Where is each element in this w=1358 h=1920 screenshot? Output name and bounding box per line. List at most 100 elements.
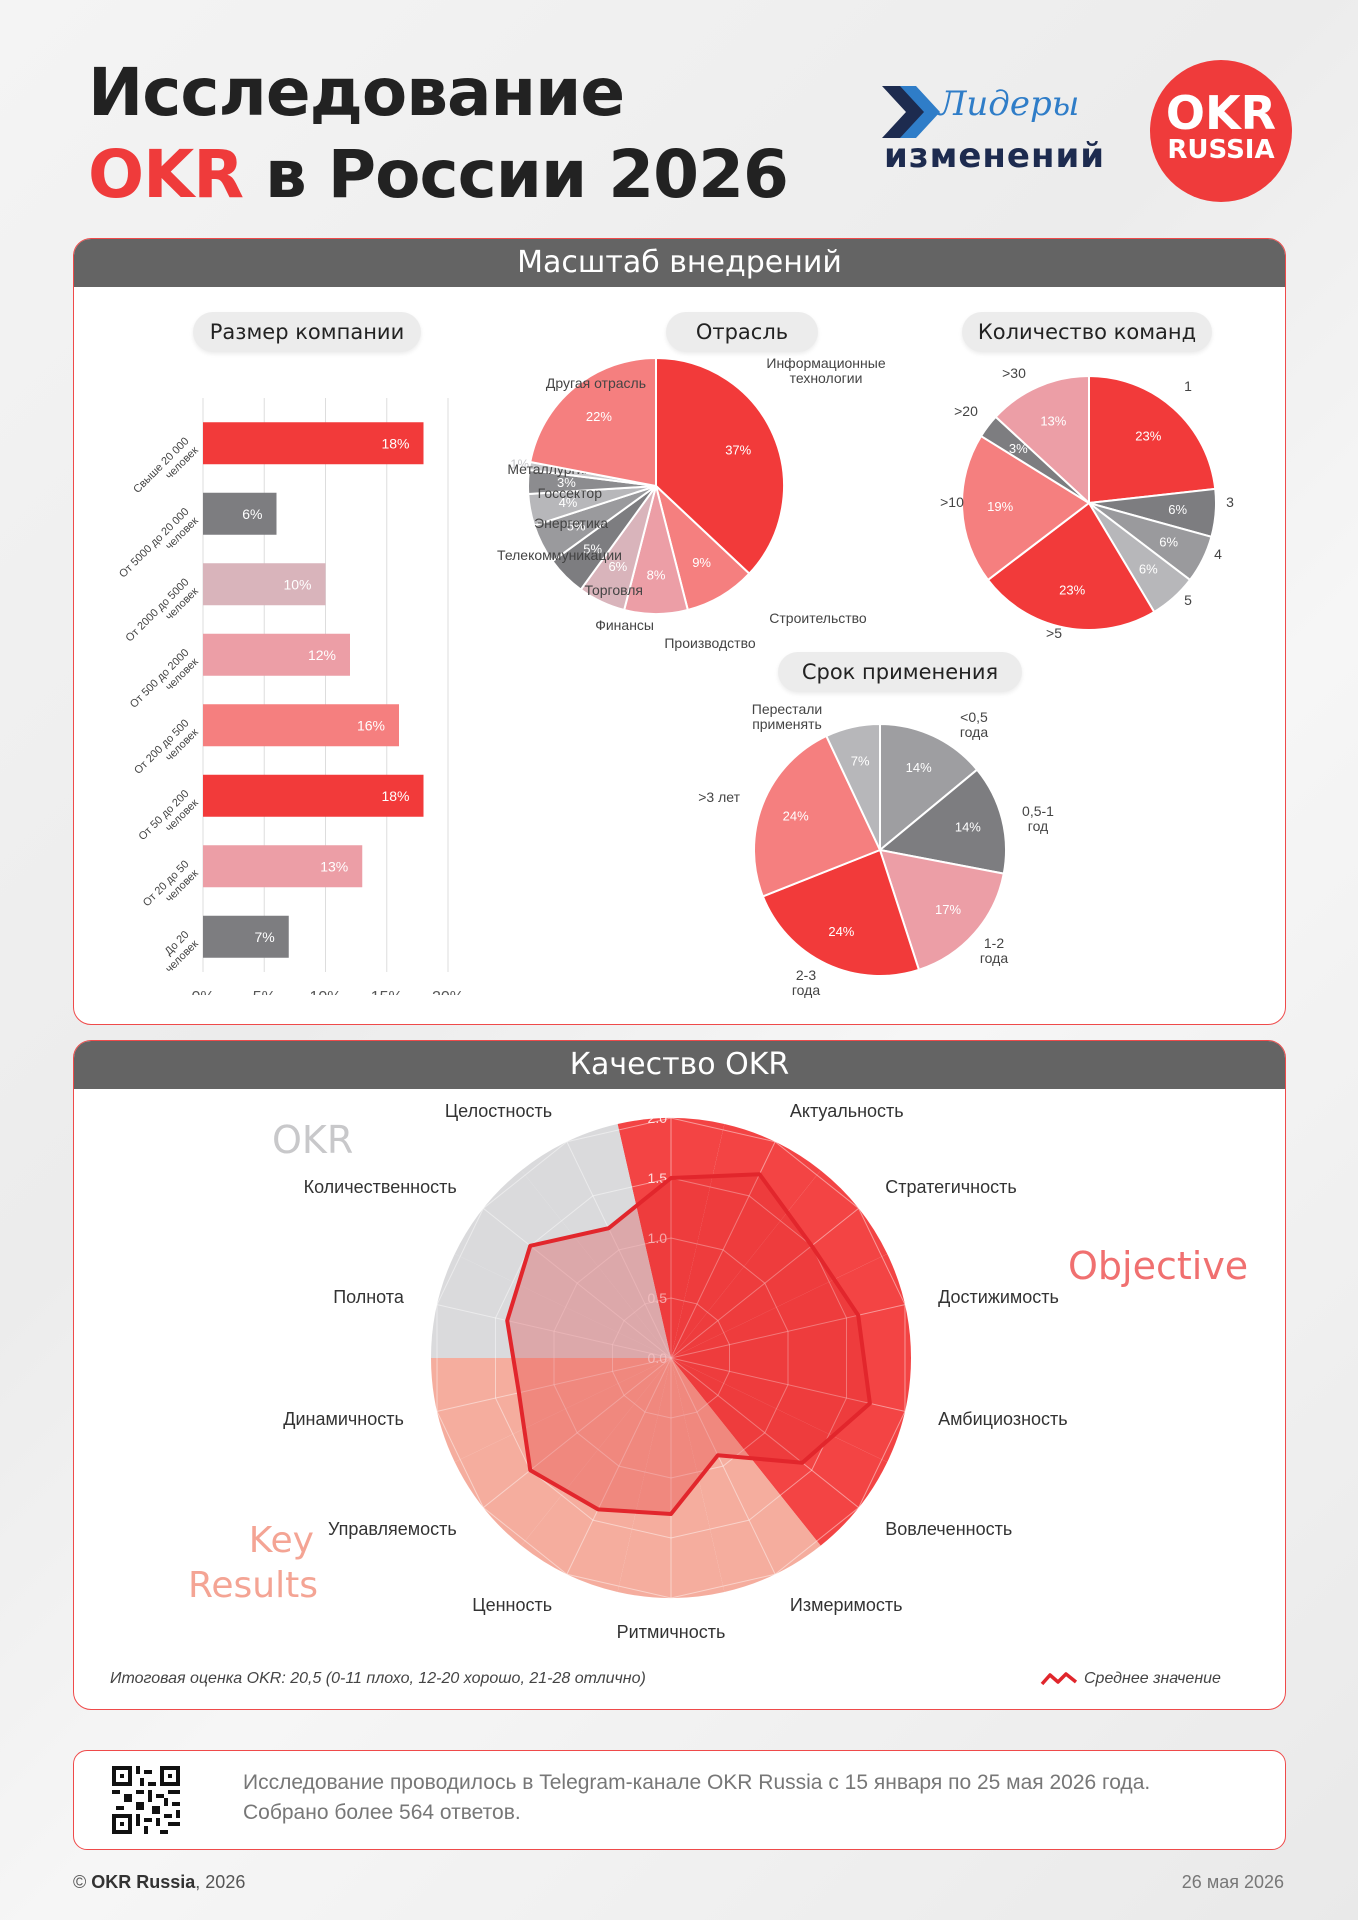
pie-category-label: >3 лет — [698, 789, 740, 805]
bar — [203, 492, 277, 535]
pie-value-label: 5% — [567, 519, 586, 534]
radar-grid-ring — [495, 1177, 847, 1539]
pill-duration: Срок применения — [778, 652, 1022, 692]
radar-legend: Среднее значение — [1040, 1670, 1221, 1688]
radar-sector — [671, 1170, 888, 1358]
logo-okr-text: OKR — [1165, 86, 1277, 140]
bar — [203, 633, 350, 676]
pie-value-label: 3% — [557, 475, 576, 490]
radar-spoke — [483, 1207, 672, 1359]
pie-value-label: 5% — [583, 541, 602, 556]
okr-quality-radar-chart: 0.0 0.5 1.0 1.5 2.0 Ясность Актуальность Страте… — [283, 1090, 1067, 1642]
radar-group-okr-label: OKR — [272, 1118, 354, 1162]
scale-panel-title: Масштаб внедрений — [74, 239, 1285, 287]
radar-axis-label: Целостность — [445, 1101, 552, 1121]
page-title: Исследование OKR в России 2026 — [88, 52, 789, 216]
pie-slice — [879, 722, 979, 853]
radar-sector — [671, 1358, 821, 1592]
pie-value-label: 14% — [955, 819, 981, 834]
radar-sector — [431, 1358, 671, 1463]
title-rest: в России 2026 — [243, 136, 789, 213]
footer-line-1: Исследование проводилось в Telegram-кана… — [243, 1771, 1151, 1794]
radar-grid-ring — [612, 1297, 730, 1419]
bar-value-label: 12% — [308, 647, 336, 663]
pie-value-label: 6% — [1139, 561, 1158, 576]
pie-value-label: 13% — [1040, 414, 1066, 429]
pie-category-label: Энергетика — [534, 515, 608, 531]
pie-value-label: 6% — [1159, 534, 1178, 549]
radar-group-kr-line1: Key — [248, 1520, 314, 1561]
pie-category-label: года — [980, 950, 1008, 966]
pie-value-label: 22% — [586, 409, 612, 424]
logo-russia-text: RUSSIA — [1167, 135, 1275, 165]
radar-group-objective-label: Objective — [1068, 1244, 1249, 1288]
partner-logo-top: Лидеры — [938, 84, 1080, 124]
radar-grid-ring — [553, 1237, 789, 1479]
radar-spoke — [670, 1357, 906, 1412]
total-score-note: Итоговая оценка OKR: 20,5 (0-11 плохо, 1… — [110, 1670, 646, 1687]
radar-axis-label: Ценность — [472, 1595, 552, 1615]
title-line-1: Исследование — [88, 54, 625, 131]
pie-category-label: 4 — [1214, 546, 1222, 562]
pie-value-label: 3% — [1009, 441, 1028, 456]
pie-value-label: 24% — [783, 809, 809, 824]
radar-grid-ring — [436, 1117, 906, 1599]
bar-value-label: 18% — [381, 435, 409, 451]
pie-slice — [877, 768, 1007, 875]
radar-group-kr-line2: Results — [188, 1565, 318, 1606]
legend-label: Среднее значение — [1084, 1670, 1221, 1688]
pie-category-label: >10 — [940, 494, 964, 510]
bar-value-label: 7% — [255, 929, 275, 945]
radar-axis-label: Количественность — [304, 1177, 457, 1197]
radar-sector — [671, 1358, 888, 1546]
pie-slice — [878, 848, 1005, 972]
bar-value-label: 18% — [381, 788, 409, 804]
radar-axis-label: Актуальность — [790, 1101, 904, 1121]
radar-group-kr-label: Key Results — [188, 1518, 318, 1608]
pie-slice — [655, 356, 785, 576]
pie-category-label: Другая отрасль — [546, 375, 646, 391]
pie-value-label: 19% — [987, 499, 1013, 514]
pie-category-label: технологии — [790, 370, 863, 386]
pie-category-label: 2-3 — [796, 967, 816, 983]
partner-logo-bottom: изменений — [884, 136, 1106, 176]
radar-sector — [671, 1124, 821, 1358]
pie-slice — [994, 374, 1090, 506]
pie-category-label: Госсектор — [538, 485, 603, 501]
qr-code-icon[interactable] — [112, 1766, 180, 1834]
pie-category-label: 1 — [1184, 378, 1192, 394]
radar-spoke — [483, 1357, 672, 1509]
okr-russia-logo: OKR RUSSIA — [1150, 60, 1292, 202]
pie-category-label: 0,5-1 — [1022, 803, 1054, 819]
copyright: © OKR Russia, 2026 — [73, 1872, 246, 1892]
teams-pie-chart: 23% 1 6% 3 6% 4 6% 5 23% >5 19% >10 3% >20 13% >30 — [940, 365, 1234, 641]
x-tick-label: 5% — [253, 989, 276, 995]
radar-sector — [521, 1358, 671, 1592]
radar-axis-label: Достижимость — [938, 1287, 1059, 1307]
chevron-logo-icon — [882, 86, 940, 138]
pie-category-label: Перестали — [752, 701, 822, 717]
pie-category-label: 1-2 — [984, 935, 1004, 951]
pie-category-label: Финансы — [595, 617, 654, 633]
pie-value-label: 14% — [906, 760, 932, 775]
radar-spoke — [670, 1357, 859, 1509]
radar-axis-label: Динамичность — [283, 1409, 404, 1429]
x-tick-label: 0% — [191, 989, 214, 995]
bar-value-label: 6% — [242, 506, 262, 522]
title-accent: OKR — [88, 136, 244, 213]
radar-axis-label: Ясность — [637, 1090, 706, 1094]
bar-value-label: 16% — [357, 717, 385, 733]
radar-axis-label: Измеримость — [790, 1595, 903, 1615]
pie-slice — [825, 722, 881, 851]
pie-value-label: 23% — [1135, 429, 1161, 444]
pie-slice — [753, 734, 882, 898]
copyright-brand: OKR Russia — [91, 1872, 196, 1892]
pie-category-label: <0,5 — [960, 709, 988, 725]
pie-slice — [961, 434, 1091, 582]
